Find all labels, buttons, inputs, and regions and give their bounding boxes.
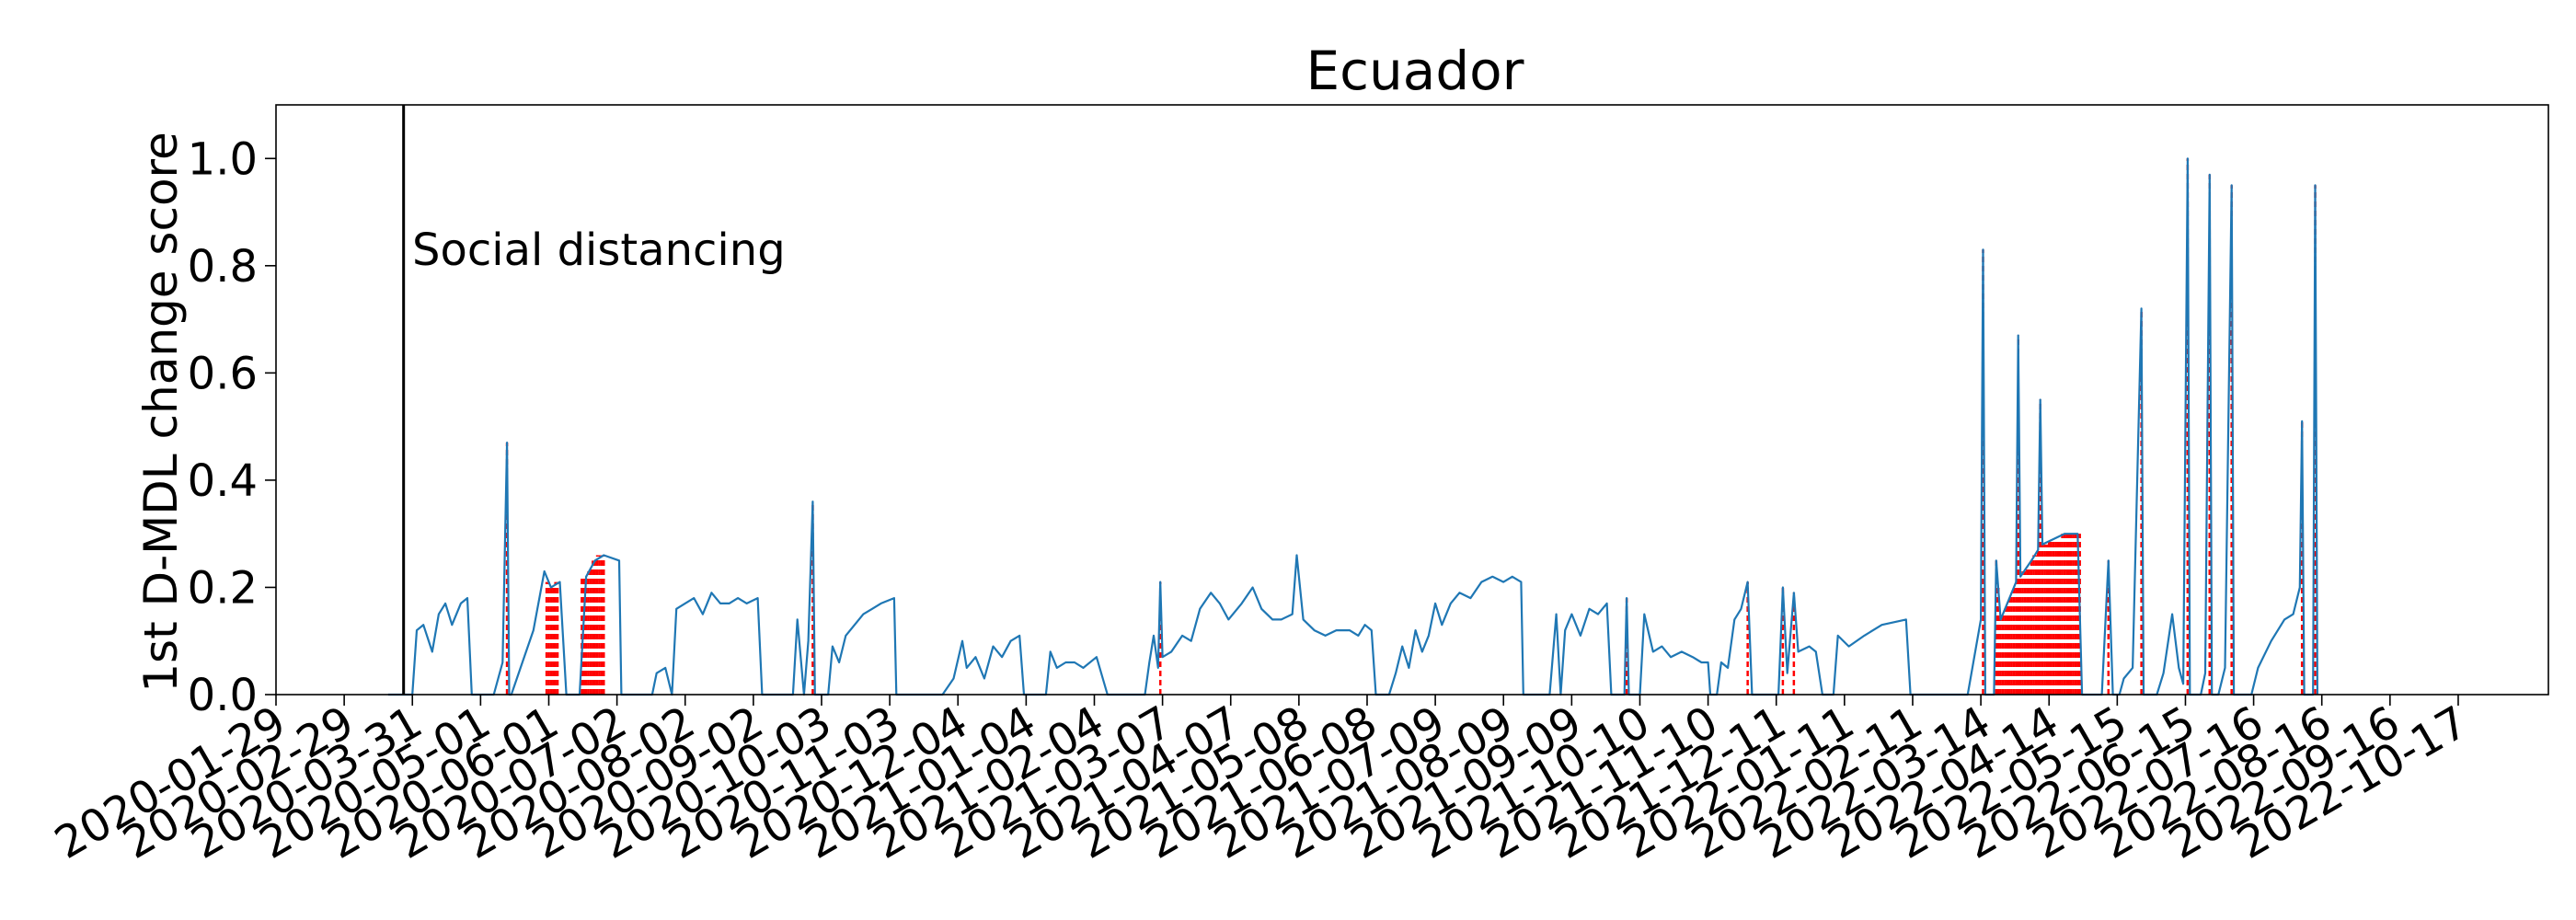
y-tick-label: 0.4 — [188, 455, 258, 507]
y-tick-label: 0.6 — [188, 348, 258, 399]
chart-title: Ecuador — [1306, 40, 1524, 102]
x-axis-ticks: 2020-01-292020-02-292020-03-312020-05-01… — [46, 695, 2477, 869]
series-line — [387, 157, 2318, 696]
axes-frame — [275, 104, 2549, 696]
y-axis-label: 1st D-MDL change score — [134, 132, 188, 693]
y-tick-label: 0.8 — [188, 241, 258, 293]
series-line-layer — [387, 157, 2318, 696]
y-axis-ticks: 0.0 0.2 0.4 0.6 0.8 1.0 — [188, 133, 276, 721]
y-tick-label: 0.0 — [188, 670, 258, 721]
y-tick-label: 1.0 — [188, 133, 258, 185]
y-tick-label: 0.2 — [188, 562, 258, 614]
annotation-label: Social distancing — [412, 224, 786, 276]
axes-box — [275, 104, 2549, 696]
annotation-layer: Social distancing — [402, 105, 786, 695]
